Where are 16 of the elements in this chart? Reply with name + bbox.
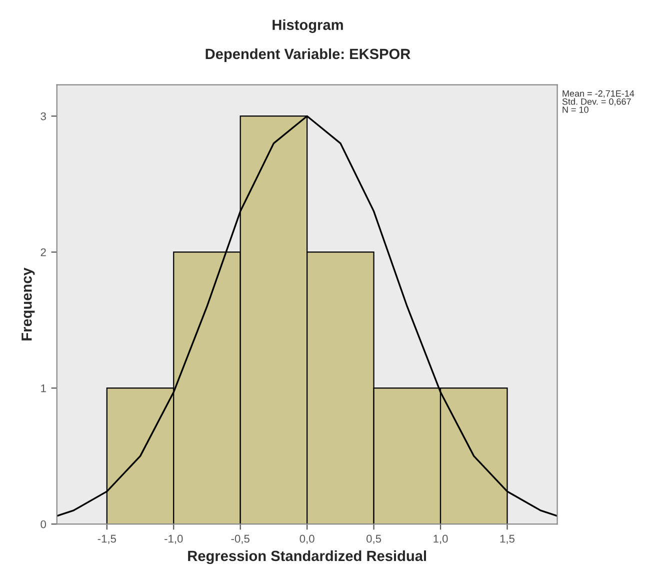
x-tick-label: 1,0 — [434, 534, 448, 544]
y-tick-label: 3 — [40, 112, 46, 120]
y-tick-label: 0 — [40, 520, 46, 528]
text: Mean = -2,71E-14 Std. Dev. = 0,667 N = 10 — [562, 90, 634, 113]
y-axis-title: Frequency — [22, 268, 35, 340]
x-tick-label: -1,0 — [164, 534, 183, 544]
chart-subtitle: Dependent Variable: EKSPOR — [206, 48, 410, 62]
y-tick-label: 2 — [40, 248, 46, 256]
x-tick-label: 0,5 — [366, 534, 382, 544]
x-tick-label: -1,5 — [98, 534, 116, 544]
x-axis-title: Regression Standardized Residual — [188, 550, 426, 564]
chart-title: Histogram — [272, 19, 343, 33]
x-tick-label: -0,5 — [231, 534, 250, 544]
x-tick-label: 0,0 — [300, 534, 314, 544]
x-tick-label: 1,5 — [500, 534, 514, 544]
y-tick-label: 1 — [41, 384, 46, 392]
